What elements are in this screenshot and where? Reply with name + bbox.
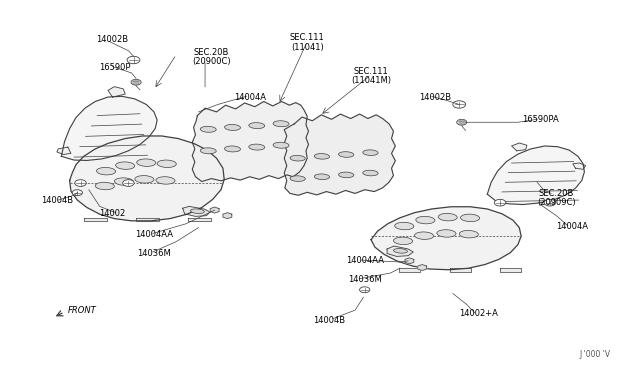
Ellipse shape [116,162,135,169]
Text: 14002B: 14002B [419,93,451,102]
Text: J '000 'V: J '000 'V [579,350,610,359]
Polygon shape [284,114,396,195]
Circle shape [453,101,466,108]
Text: FRONT: FRONT [68,306,97,315]
Ellipse shape [135,176,154,183]
Polygon shape [70,136,224,221]
Ellipse shape [115,178,134,185]
Ellipse shape [339,172,354,178]
Text: SEC.20B: SEC.20B [194,48,229,57]
Text: SEC.20B: SEC.20B [539,189,574,198]
Circle shape [494,199,506,206]
Polygon shape [61,96,157,160]
Polygon shape [511,143,527,151]
Polygon shape [418,264,427,270]
Text: 16590P: 16590P [99,63,130,72]
Ellipse shape [200,126,216,132]
Text: 14002B: 14002B [97,35,129,44]
Ellipse shape [363,150,378,155]
Text: 16590PA: 16590PA [522,115,559,124]
Ellipse shape [157,160,176,167]
Text: (11041M): (11041M) [351,76,391,85]
Ellipse shape [156,177,175,184]
Ellipse shape [191,209,204,214]
Polygon shape [57,147,71,154]
Ellipse shape [225,125,241,131]
Ellipse shape [225,146,241,152]
Polygon shape [223,213,232,219]
Ellipse shape [273,142,289,148]
Text: 14036M: 14036M [137,249,171,258]
Polygon shape [387,246,413,256]
Ellipse shape [95,182,115,190]
Circle shape [127,56,140,64]
Polygon shape [108,87,125,97]
Ellipse shape [137,159,156,166]
Ellipse shape [415,232,434,240]
Circle shape [544,199,556,206]
Ellipse shape [437,230,456,237]
Text: 14002: 14002 [99,209,125,218]
Ellipse shape [363,170,378,176]
Ellipse shape [395,222,414,230]
Text: SEC.111: SEC.111 [290,33,324,42]
Text: 14004AA: 14004AA [346,256,384,265]
Text: (20900C): (20900C) [192,57,231,66]
Ellipse shape [200,148,216,154]
Ellipse shape [460,231,478,238]
Text: 14004A: 14004A [234,93,266,102]
Ellipse shape [249,144,265,150]
Ellipse shape [394,248,408,253]
Ellipse shape [438,214,458,221]
Polygon shape [500,268,520,272]
Polygon shape [188,218,211,221]
Text: 14002+A: 14002+A [459,310,498,318]
Text: 14004B: 14004B [41,196,73,205]
Ellipse shape [416,217,435,224]
Polygon shape [371,207,521,270]
Polygon shape [451,268,470,272]
Circle shape [75,180,86,186]
Text: 14004A: 14004A [556,222,588,231]
Polygon shape [182,206,210,217]
Ellipse shape [394,237,413,244]
Ellipse shape [290,176,305,182]
Polygon shape [210,207,219,213]
Polygon shape [136,218,159,221]
Polygon shape [487,146,584,205]
Circle shape [72,190,83,196]
Ellipse shape [314,154,330,159]
Text: 14036M: 14036M [348,275,381,284]
Circle shape [360,287,370,293]
Ellipse shape [290,155,305,161]
Polygon shape [405,258,414,264]
Text: 14004B: 14004B [314,316,346,325]
Circle shape [131,79,141,85]
Ellipse shape [339,152,354,157]
Ellipse shape [249,123,265,129]
Polygon shape [399,268,420,272]
Ellipse shape [273,121,289,127]
Polygon shape [192,102,308,182]
Text: SEC.111: SEC.111 [354,67,388,76]
Ellipse shape [314,174,330,180]
Text: 14004AA: 14004AA [135,230,173,239]
Polygon shape [84,218,107,221]
Circle shape [457,119,467,125]
Text: (20909C): (20909C) [537,198,575,207]
Text: (11041): (11041) [291,42,324,51]
Polygon shape [573,163,586,169]
Circle shape [123,180,134,186]
Ellipse shape [97,167,116,175]
Ellipse shape [461,214,479,222]
